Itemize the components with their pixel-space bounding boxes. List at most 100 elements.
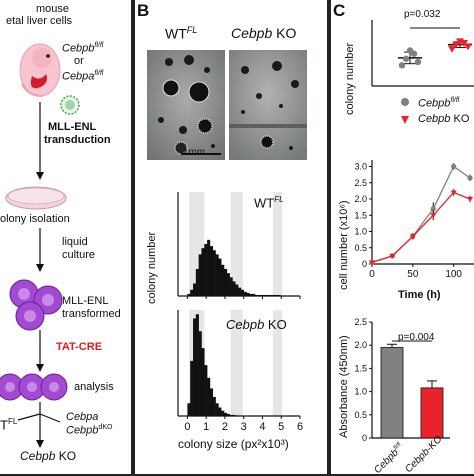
c-bot-ytick-label: 2.0: [354, 340, 367, 350]
hist-wt-band-2: [272, 192, 283, 296]
panel-b-ko-label: Cebpb KO: [231, 25, 297, 41]
panel-a-cebpb-ko: Cebpb KO: [20, 449, 77, 463]
hist-wt-bar: [226, 273, 230, 296]
c-top-point: [456, 38, 464, 46]
hist-xtick-label: 4: [259, 421, 265, 433]
c-top-point: [398, 62, 406, 69]
c-bot-ytick-label: 0: [362, 433, 367, 443]
c-mid-ytick-label: 3.0: [354, 162, 367, 172]
hist-wt-bar: [212, 250, 216, 296]
c-mid-point: [430, 206, 436, 212]
c-top-ylabel: colony number: [344, 42, 356, 115]
hist-xtick-label: 2: [222, 421, 228, 433]
c-bot-ytick-label: 1.5: [354, 363, 367, 373]
hist-ko-bar: [198, 331, 202, 416]
panel-a-dko-line2: CebpbdKO: [66, 424, 113, 437]
hist-ko-bar: [201, 348, 205, 416]
hist-wt-bar: [252, 293, 256, 296]
hist-ko-bar: [212, 396, 216, 416]
arrow-3: [36, 330, 44, 372]
c-mid-ytick-label: 0.5: [354, 243, 367, 253]
hist-wt-bar: [187, 293, 191, 296]
hist-wt-bar: [195, 268, 199, 296]
c-top-point: [464, 43, 472, 51]
arrow-2: [36, 228, 44, 272]
c-bot-bar: [420, 387, 444, 439]
c-mid-ytick-label: 1.5: [354, 210, 367, 220]
c-mid-point: [467, 197, 473, 202]
hist-wt-bar: [232, 281, 236, 296]
hist-ko-band-1: [230, 310, 243, 416]
hist-ko-bar: [209, 388, 214, 416]
c-bot-ylabel: Absorbance (450nm): [338, 335, 350, 438]
c-mid-point: [430, 213, 437, 219]
colony-micrograph-ko: [229, 50, 307, 160]
arrow-1: [36, 102, 44, 180]
hist-wt-bar: [246, 292, 250, 296]
panel-a-colony-isolation: olony isolation: [0, 213, 70, 225]
hist-wt-bar: [240, 289, 244, 296]
hist-wt-bar: [204, 244, 208, 296]
panel-a-wt-partial: TFL: [0, 417, 18, 433]
c-mid-ytick-label: 0: [362, 259, 367, 269]
c-mid-xtick-label: 0: [369, 269, 375, 280]
panel-a-liquid-line1: liquid: [62, 236, 88, 248]
panel-a-geno2: Cebpafl/fl: [62, 70, 104, 83]
c-mid-xlabel: Time (h): [398, 289, 441, 301]
hist-ko-series-label: Cebpb KO: [226, 317, 287, 332]
hist-wt-bar: [209, 246, 214, 296]
panel-a-transduction-line2: transduction: [44, 134, 111, 146]
c-bot-ytick-label: 0.5: [354, 410, 367, 420]
hist-wt-bar: [238, 287, 242, 296]
hist-ko-bar: [226, 413, 230, 416]
hist-ko-bar: [207, 377, 211, 416]
c-top-point: [452, 41, 460, 49]
c-bot-ytick-label: 1.0: [354, 387, 367, 397]
hist-wt-bar: [218, 258, 222, 296]
c-bot-ytick-label: 2.5: [354, 317, 367, 327]
hist-ko-bar: [221, 410, 225, 416]
panel-a-mll-line1: MLL-ENL: [62, 295, 109, 307]
c-mid-ytick-label: 2.5: [354, 178, 367, 188]
panel-a-tat-cre: TAT-CRE: [56, 341, 103, 353]
panel-c-letter: C: [333, 1, 346, 20]
hist-ko-band-2: [272, 310, 283, 416]
c-mid-ytick-label: 2.0: [354, 194, 367, 204]
virus-icon: [60, 95, 80, 115]
hist-wt-bar: [190, 289, 194, 296]
c-mid-point: [450, 190, 457, 196]
c-top-point: [406, 47, 414, 54]
c-mid-line-wt: [371, 165, 471, 263]
hist-ko-bar: [215, 403, 219, 416]
c-mid-ytick-label: 1.0: [354, 227, 367, 237]
hist-wt-bar: [249, 293, 253, 296]
cells-cluster-icon: [9, 279, 63, 331]
hist-wt-bar: [198, 254, 202, 296]
hist-wt-bar: [229, 277, 233, 296]
hist-wt-band-1: [230, 192, 243, 296]
hist-wt-bar: [193, 283, 197, 296]
colony-micrograph-wt: [147, 50, 225, 160]
panel-a-mll-line2: transformed: [62, 308, 121, 320]
legend-wt: Cebpbfl/fl: [418, 97, 460, 110]
panel-a-transduction-line1: MLL-ENL: [48, 121, 97, 133]
hist-ko-bar: [223, 412, 228, 416]
c-top-point: [402, 55, 410, 62]
panel-b-letter: B: [137, 1, 150, 20]
panel-b-wt-label: WTFL: [165, 25, 198, 42]
panel-a-analysis: analysis: [74, 381, 114, 393]
c-mid-point: [467, 175, 473, 181]
panel-a-cells-line1: mouse: [36, 3, 70, 15]
c-top-point: [414, 58, 422, 66]
hist-ko-bar: [204, 365, 208, 416]
legend-ko: Cebpb KO: [418, 113, 470, 125]
hist-wt-bar: [243, 291, 247, 296]
hist-xtick-label: 3: [241, 421, 247, 433]
split-arrows: [17, 402, 61, 448]
panel-a-geno1: Cebpbfl/fl: [62, 42, 104, 55]
hist-wt-series-label: WTFL: [254, 195, 284, 211]
hist-wt-bar: [223, 268, 228, 296]
cells-row-icon: [0, 373, 68, 401]
hist-wt-bar: [207, 239, 211, 296]
